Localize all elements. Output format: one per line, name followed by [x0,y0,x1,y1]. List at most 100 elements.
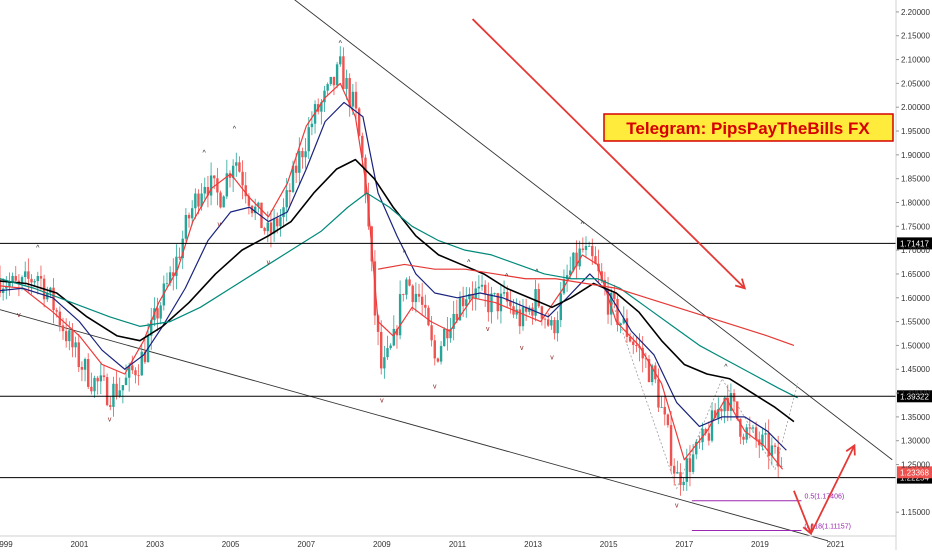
candle-body [657,379,660,408]
candle-body [272,218,276,234]
candle-body [282,207,285,218]
candle-body [524,307,528,312]
candle-body [606,289,610,315]
time-tick-label: 2019 [751,540,769,549]
candle-body [209,175,213,196]
candle-body [647,359,651,383]
candle-body [591,245,594,257]
candle-body [301,151,304,158]
swing-low-marker: v [433,383,437,390]
candle-body [613,292,616,299]
candle-body [650,365,654,383]
candle-body [713,410,717,418]
level-badge [897,237,932,250]
downtrend-arrow-head [734,278,747,290]
candle-body [288,190,292,192]
candle-body [80,367,84,370]
candle-body [228,173,232,178]
candle-body [20,277,24,283]
candle-body [673,465,676,474]
candle-body [8,282,11,287]
candle-body [93,377,96,392]
candle-body [310,123,314,128]
candle-body [710,410,714,441]
candle-body [269,222,273,234]
candle-body [181,238,184,259]
zigzag-line [612,302,799,490]
candle-body [55,310,58,312]
candle-body [99,375,103,382]
candle-body [688,458,692,472]
candle-body [294,165,298,173]
projection-arrow-down-shaft [793,490,812,534]
projection-arrow-up-shaft [810,445,856,535]
candle-body [528,307,531,312]
candle-body [641,347,644,359]
candle-body [723,397,726,412]
candle-body [572,252,575,271]
time-tick-label: 2005 [222,540,240,549]
candle-body [165,283,169,284]
candle-body [112,383,115,407]
candle-body [276,218,279,227]
candle-body [443,328,446,347]
candle-body [361,135,364,158]
candle-body [471,293,474,299]
price-tick-label: 1.60000 [901,294,930,303]
ma-red-line [0,82,784,470]
candle-body [39,276,43,279]
candle-body [203,187,206,194]
candle-body [190,208,194,219]
candle-body [247,196,251,206]
candle-body [68,330,71,342]
candle-body [632,341,635,345]
ma-blue-line [0,101,787,451]
trendlines [0,0,893,542]
projection-arrow-up-head [845,443,856,456]
candle-body [184,214,188,239]
swing-markers: v ^ v ^ v ^ v ^ v ^ v ^ v ^ v ^ v ^ v ^ [17,40,728,509]
candle-body [575,252,578,267]
candle-body [137,375,140,377]
moving-averages [0,82,798,470]
candle-body [36,276,40,282]
candle-body [364,157,367,195]
candle-body [767,433,770,457]
candle-body [619,323,622,326]
time-tick-label: 1999 [0,540,13,549]
time-tick-label: 2021 [827,540,845,549]
price-tick-label: 1.30000 [901,437,930,446]
price-tick-label: 2.15000 [901,32,930,41]
candle-body [594,256,597,264]
candle-body [603,279,607,290]
candle-body [691,454,695,472]
candle-body [578,248,581,267]
fib-level-label: 0.618(1.11157) [804,523,850,530]
time-tick-label: 2003 [146,540,164,549]
candle-body [351,91,355,107]
candle-body [194,193,197,209]
candle-body [83,359,87,370]
candle-body [720,409,723,412]
candle-body [600,271,603,280]
price-tick-label: 2.05000 [901,79,930,88]
candle-body [584,245,588,250]
time-tick-label: 2017 [675,540,693,549]
candle-body [30,278,33,283]
candle-body [263,228,266,232]
price-tick-label: 1.90000 [901,151,930,160]
candle-body [609,292,613,315]
candle-body [159,305,162,319]
candle-body [257,202,260,207]
candle-body [414,293,418,303]
candle-body [121,385,125,391]
candle-body [335,64,339,86]
candle-body [417,293,421,297]
candle-body [115,383,118,397]
time-tick-label: 2007 [297,540,315,549]
candle-body [518,309,522,327]
swing-high-marker: ^ [36,245,40,252]
swing-low-marker: v [520,345,524,352]
